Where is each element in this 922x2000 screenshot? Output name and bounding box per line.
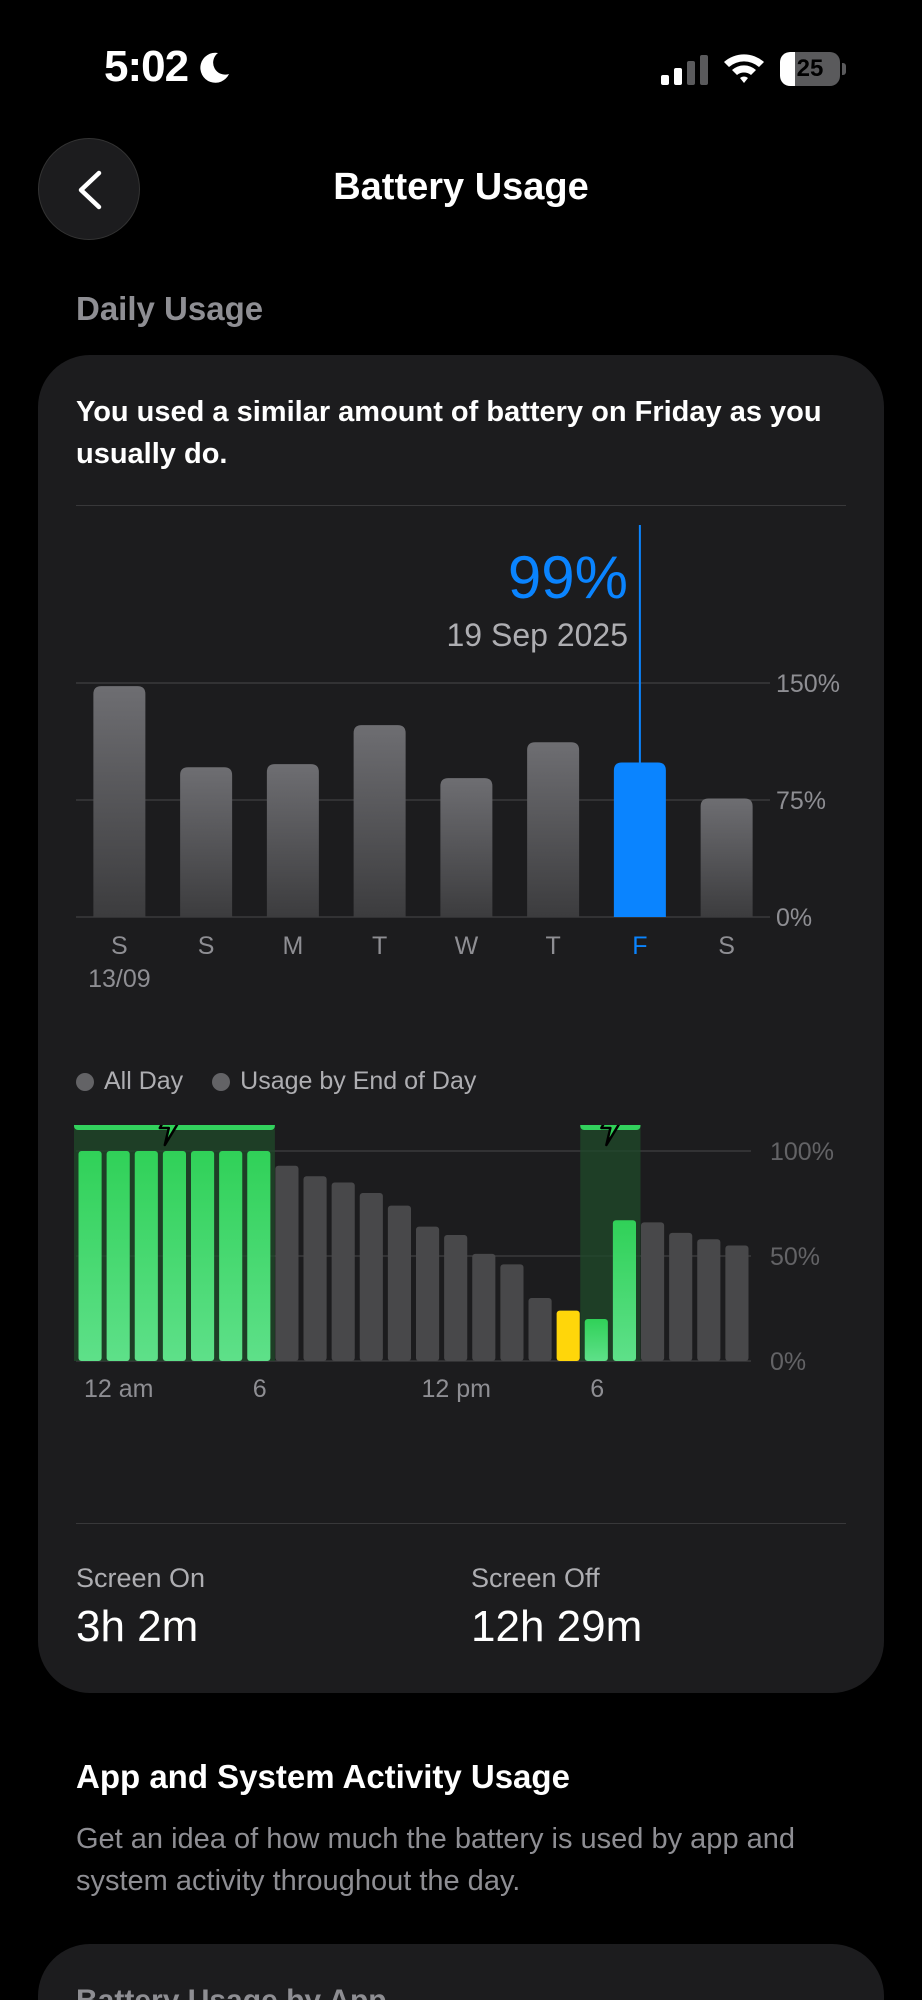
usage-summary: You used a similar amount of battery on … — [76, 396, 822, 470]
hour-bar — [444, 1235, 468, 1361]
bar — [527, 742, 580, 917]
x-tick-sublabel: 13/09 — [88, 965, 151, 993]
hour-bar — [247, 1151, 271, 1361]
hour-bar — [416, 1226, 440, 1361]
battery-icon: 25 — [780, 52, 846, 86]
daily-usage-chart[interactable]: 150% 75% 0% S 13/09 S M T W T F S — [38, 525, 884, 1025]
battery-by-app-card[interactable]: Battery Usage by App — [38, 1944, 884, 2000]
x-tick-label: 12 am — [84, 1375, 153, 1403]
y-tick-label: 0% — [776, 904, 812, 932]
battery-cap — [842, 63, 846, 75]
x-tick-label: T — [545, 932, 560, 960]
battery-by-app-title: Battery Usage by App — [76, 1984, 387, 2000]
hour-bar — [472, 1253, 496, 1361]
hour-bar — [303, 1176, 327, 1361]
divider — [76, 1523, 846, 1524]
daily-usage-card: You used a similar amount of battery on … — [38, 355, 884, 1693]
hour-bar — [106, 1151, 130, 1361]
hour-bar — [669, 1232, 693, 1361]
battery-body: 25 — [780, 52, 840, 86]
x-tick-label: T — [372, 932, 387, 960]
battery-fill — [780, 52, 795, 86]
hour-bar — [78, 1151, 102, 1361]
chevron-left-icon — [78, 170, 102, 210]
hour-bar — [528, 1298, 552, 1361]
bar — [700, 798, 753, 917]
x-tick-label: 6 — [590, 1375, 604, 1403]
legend-label: Usage by End of Day — [240, 1067, 477, 1095]
legend-item-end-of-day[interactable]: Usage by End of Day — [212, 1067, 476, 1096]
hour-bar — [641, 1222, 665, 1361]
charging-bolt-icon — [600, 1125, 621, 1147]
hour-bar — [331, 1182, 355, 1361]
hour-bar — [556, 1310, 580, 1361]
legend-label: All Day — [104, 1067, 184, 1095]
x-tick-label: F — [632, 932, 647, 960]
bar — [266, 764, 319, 917]
wifi-icon — [724, 54, 764, 83]
x-tick-label: S — [111, 932, 128, 960]
bar — [353, 725, 406, 917]
hour-bar — [219, 1151, 243, 1361]
x-tick-label: W — [455, 932, 479, 960]
screen-on-stat: Screen On 3h 2m — [76, 1563, 205, 1652]
hour-bar — [134, 1151, 158, 1361]
screen-off-label: Screen Off — [471, 1563, 600, 1593]
page-title: Battery Usage — [333, 166, 589, 208]
cellular-signal-icon — [661, 55, 708, 85]
x-tick-label: 6 — [253, 1375, 267, 1403]
y-tick-label: 150% — [776, 670, 840, 698]
activity-title: App and System Activity Usage — [76, 1758, 570, 1795]
y-tick-label: 100% — [770, 1138, 834, 1166]
hour-bar — [275, 1165, 299, 1361]
hour-bar — [500, 1264, 524, 1361]
moon-icon — [200, 52, 229, 83]
daily-usage-header: Daily Usage — [76, 290, 264, 327]
chart-legend: All Day Usage by End of Day — [76, 1067, 498, 1107]
legend-dot — [76, 1073, 94, 1091]
status-bar: 5:02 25 — [0, 0, 922, 130]
hour-bar — [725, 1245, 749, 1361]
hour-bar — [359, 1193, 383, 1361]
hour-bar — [697, 1239, 721, 1361]
legend-item-all-day[interactable]: All Day — [76, 1067, 183, 1096]
x-tick-label: M — [282, 932, 303, 960]
charging-bolt-icon — [158, 1125, 179, 1147]
x-tick-label: S — [198, 932, 215, 960]
activity-description: Get an idea of how much the battery is u… — [76, 1823, 796, 1897]
hour-bar — [191, 1151, 215, 1361]
status-time: 5:02 — [104, 42, 189, 91]
y-tick-label: 0% — [770, 1348, 806, 1376]
bar-selected — [613, 762, 666, 917]
x-tick-label: 12 pm — [422, 1375, 491, 1403]
y-tick-label: 50% — [770, 1243, 820, 1271]
selected-day-date: 19 Sep 2025 — [446, 617, 629, 653]
screen-off-value: 12h 29m — [471, 1602, 643, 1651]
legend-dot — [212, 1073, 231, 1091]
hour-bar — [612, 1220, 636, 1361]
hour-bar — [387, 1205, 411, 1361]
bar — [180, 767, 233, 917]
selected-day-value: 99% — [507, 544, 628, 611]
bar — [440, 778, 493, 917]
divider — [76, 505, 846, 506]
bar — [93, 686, 146, 917]
screen-off-stat: Screen Off 12h 29m — [471, 1563, 642, 1652]
back-button[interactable] — [38, 138, 140, 240]
screen-on-label: Screen On — [76, 1563, 206, 1593]
battery-percent: 25 — [796, 55, 824, 82]
battery-level-chart[interactable]: 100% 50% 0% 12 am 6 12 pm 6 — [38, 1125, 884, 1465]
screen-on-value: 3h 2m — [76, 1602, 199, 1651]
x-tick-label: S — [718, 932, 735, 960]
y-tick-label: 75% — [776, 787, 826, 815]
hour-bar — [162, 1151, 186, 1361]
hour-bar — [584, 1319, 608, 1361]
